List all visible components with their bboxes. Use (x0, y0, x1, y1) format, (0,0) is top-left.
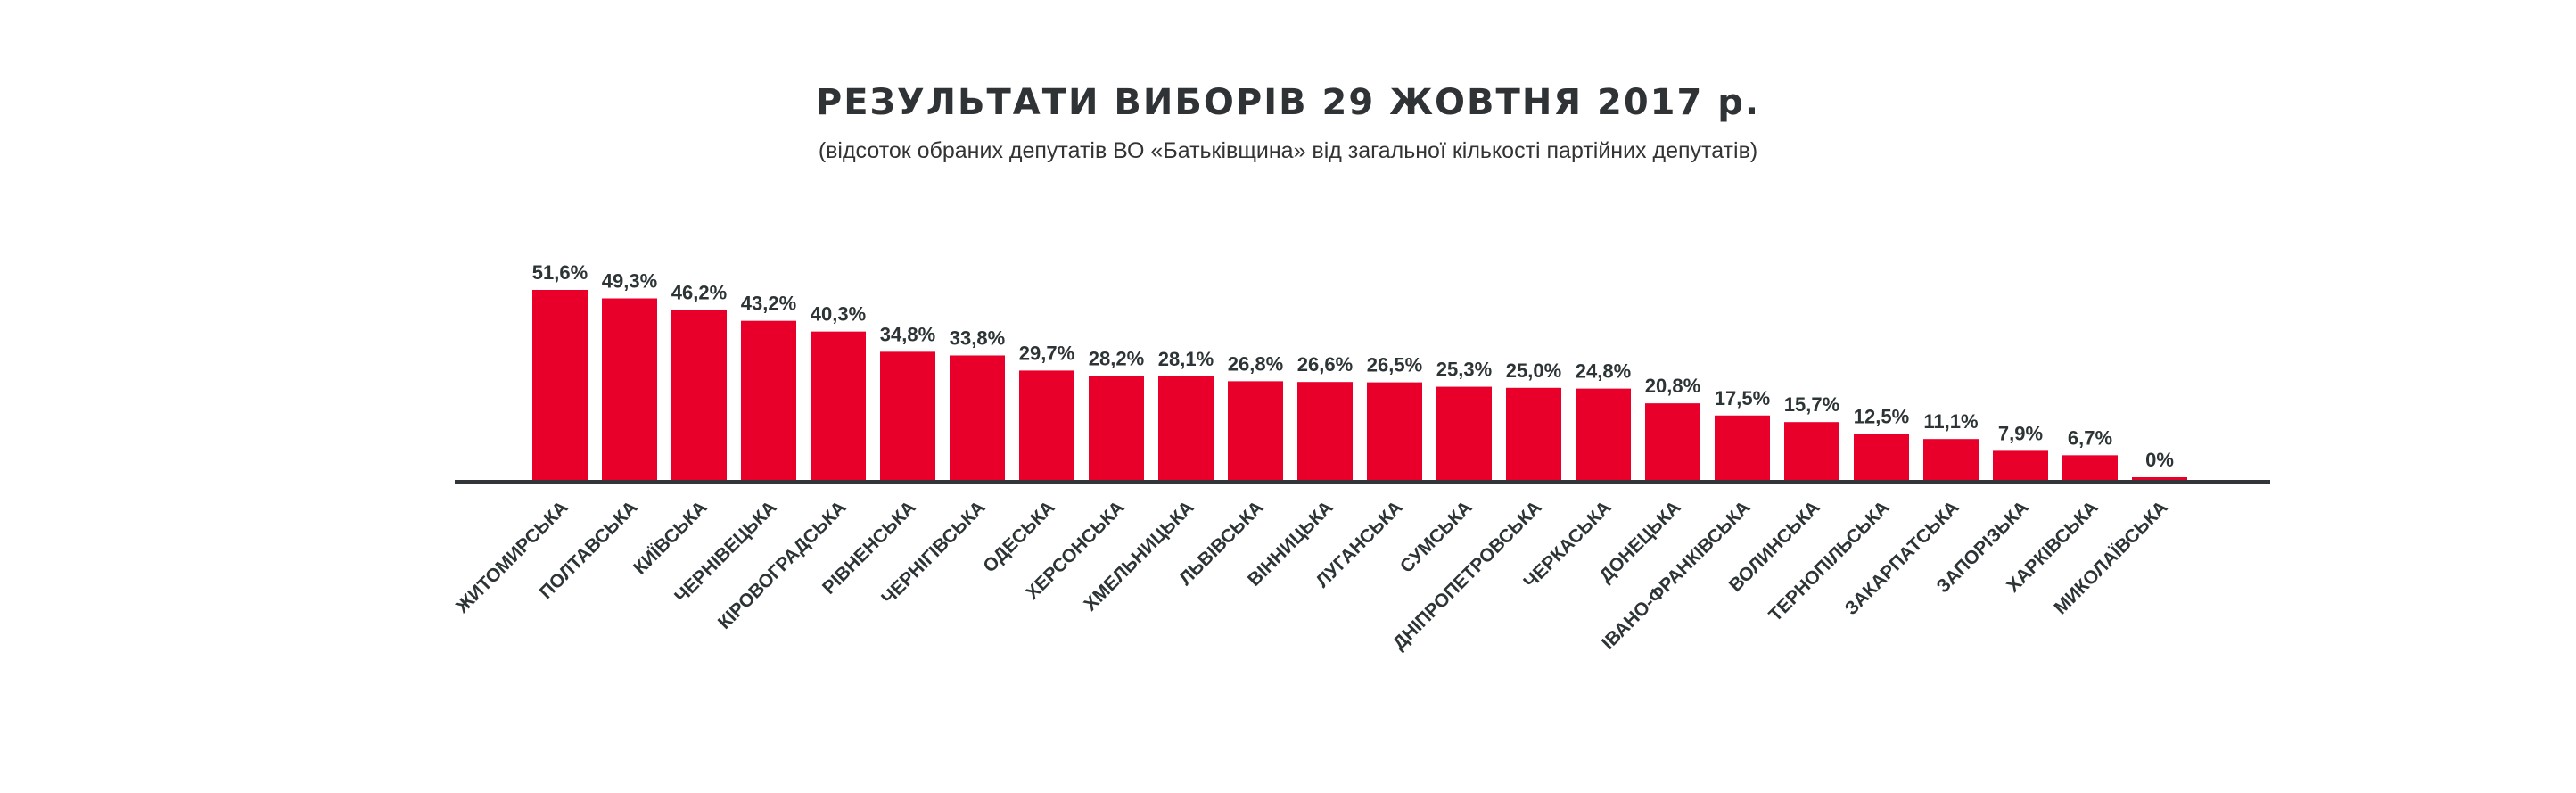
bar (811, 331, 866, 480)
bar (1367, 382, 1422, 480)
data-label: 34,8% (880, 323, 935, 345)
bar (602, 298, 657, 480)
bar (532, 290, 588, 480)
bar (1228, 381, 1283, 480)
bar (671, 310, 727, 480)
data-label: 25,0% (1506, 359, 1561, 382)
data-label: 24,8% (1576, 360, 1631, 383)
x-axis-line (455, 480, 2270, 484)
bar (1019, 370, 1074, 480)
data-label: 25,3% (1436, 359, 1492, 381)
category-tick-label: КІРОВОГРАДСЬКА (714, 497, 851, 633)
bar (880, 351, 935, 480)
bar (1158, 376, 1214, 480)
bar (1297, 382, 1353, 480)
data-label: 43,2% (741, 293, 796, 315)
data-label: 40,3% (811, 303, 866, 326)
category-tick-label: ТЕРНОПІЛЬСЬКА (1765, 497, 1893, 625)
bar (1576, 388, 1631, 480)
data-label: 7,9% (1998, 422, 2043, 444)
data-label: 28,1% (1158, 348, 1214, 370)
category-tick-label: ЖИТОМИРСЬКА (451, 497, 572, 617)
chart-title: РЕЗУЛЬТАТИ ВИБОРІВ 29 ЖОВТНЯ 2017 р. (815, 82, 1761, 123)
bar (1506, 387, 1561, 480)
bar (1784, 422, 1839, 480)
data-label: 49,3% (602, 269, 657, 292)
data-label: 33,8% (950, 326, 1005, 349)
bar (1993, 450, 2048, 480)
data-label: 20,8% (1645, 375, 1700, 397)
bar (2132, 477, 2187, 480)
data-label: 17,5% (1715, 387, 1770, 409)
chart-subtitle: (відсоток обраних депутатів ВО «Батьківщ… (818, 138, 1758, 163)
data-label: 28,2% (1089, 348, 1144, 370)
data-label: 6,7% (2068, 426, 2112, 449)
data-label: 29,7% (1019, 342, 1074, 364)
data-label: 0% (2145, 449, 2174, 471)
data-label: 26,6% (1297, 353, 1353, 376)
data-label: 51,6% (532, 261, 588, 284)
bar (950, 355, 1005, 480)
data-label: 26,8% (1228, 352, 1283, 375)
bar (1645, 403, 1700, 480)
bar (1436, 386, 1492, 480)
bar (2062, 455, 2118, 480)
data-label: 26,5% (1367, 354, 1422, 376)
data-label: 46,2% (671, 281, 727, 303)
bar (741, 320, 796, 480)
bar (1923, 439, 1979, 480)
bar (1715, 415, 1770, 480)
bar (1089, 376, 1144, 480)
bar (1854, 434, 1909, 480)
data-label: 12,5% (1854, 405, 1909, 427)
data-label: 11,1% (1923, 410, 1978, 433)
category-tick-label: ЗАКАРПАТСЬКА (1841, 497, 1963, 619)
data-label: 15,7% (1784, 393, 1839, 416)
